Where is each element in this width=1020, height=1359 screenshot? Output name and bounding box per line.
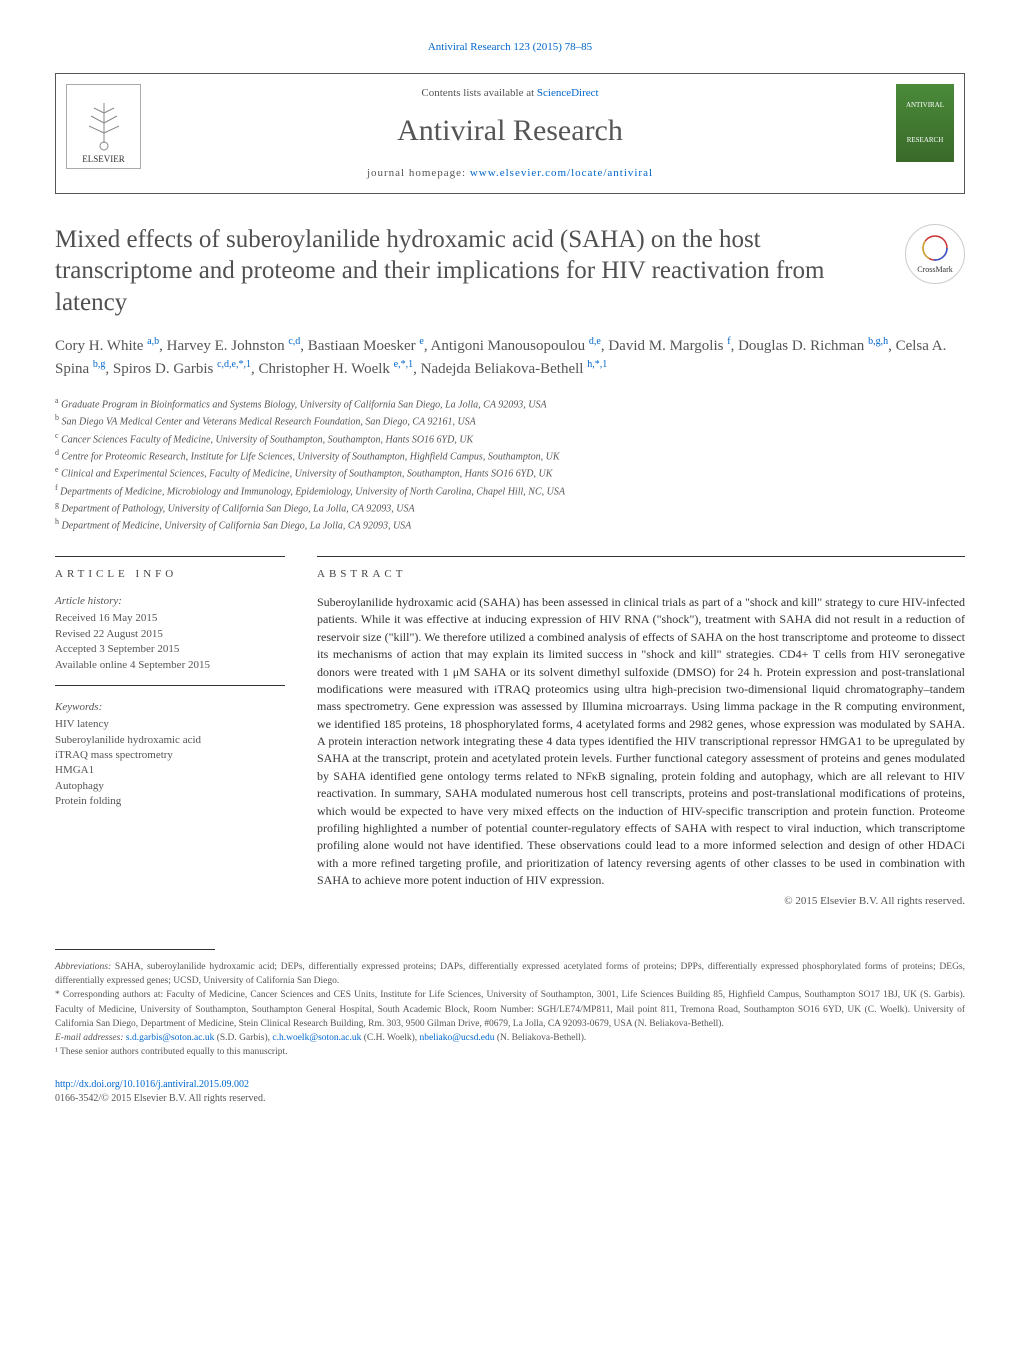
abstract-header: ABSTRACT (317, 556, 965, 582)
abstract-column: ABSTRACT Suberoylanilide hydroxamic acid… (317, 556, 965, 909)
keywords-lines: HIV latencySuberoylanilide hydroxamic ac… (55, 717, 285, 809)
senior-authors-footnote: ¹ These senior authors contributed equal… (55, 1045, 965, 1059)
email-name: (N. Beliakova-Bethell). (494, 1033, 586, 1043)
email-name: (S.D. Garbis), (214, 1033, 272, 1043)
affiliation-line: c Cancer Sciences Faculty of Medicine, U… (55, 430, 965, 447)
history-label: Article history: (55, 594, 285, 609)
affiliation-line: e Clinical and Experimental Sciences, Fa… (55, 464, 965, 481)
issn-line: 0166-3542/© 2015 Elsevier B.V. All right… (55, 1092, 965, 1106)
emails-container: s.d.garbis@soton.ac.uk (S.D. Garbis), c.… (126, 1033, 586, 1043)
history-line: Revised 22 August 2015 (55, 627, 285, 642)
keyword-line: iTRAQ mass spectrometry (55, 748, 285, 763)
cover-text-2: RESEARCH (907, 136, 944, 146)
crossmark-icon (921, 234, 949, 262)
keyword-line: Protein folding (55, 794, 285, 809)
article-title: Mixed effects of suberoylanilide hydroxa… (55, 224, 885, 318)
keywords-label: Keywords: (55, 700, 285, 715)
elsevier-logo: ELSEVIER (66, 84, 141, 169)
history-line: Received 16 May 2015 (55, 611, 285, 626)
email-link[interactable]: s.d.garbis@soton.ac.uk (126, 1033, 214, 1043)
email-link[interactable]: c.h.woelk@soton.ac.uk (272, 1033, 361, 1043)
article-info-header: ARTICLE INFO (55, 556, 285, 582)
affiliation-line: f Departments of Medicine, Microbiology … (55, 482, 965, 499)
journal-cover-thumbnail: ANTIVIRAL RESEARCH (896, 84, 954, 162)
title-row: Mixed effects of suberoylanilide hydroxa… (55, 224, 965, 318)
email-footnote: E-mail addresses: s.d.garbis@soton.ac.uk… (55, 1031, 965, 1045)
keyword-line: Autophagy (55, 779, 285, 794)
email-name: (C.H. Woelk), (361, 1033, 419, 1043)
corresponding-label: * Corresponding authors at: (55, 990, 163, 1000)
elsevier-tree-icon (79, 98, 129, 153)
homepage-prefix: journal homepage: (367, 167, 470, 179)
info-abstract-columns: ARTICLE INFO Article history: Received 1… (55, 556, 965, 909)
keyword-line: HMGA1 (55, 763, 285, 778)
bottom-identifiers: http://dx.doi.org/10.1016/j.antiviral.20… (55, 1078, 965, 1106)
journal-homepage-line: journal homepage: www.elsevier.com/locat… (56, 166, 964, 181)
crossmark-label: CrossMark (917, 264, 953, 275)
history-line: Available online 4 September 2015 (55, 658, 285, 673)
abstract-text: Suberoylanilide hydroxamic acid (SAHA) h… (317, 594, 965, 890)
affiliation-line: b San Diego VA Medical Center and Vetera… (55, 412, 965, 429)
journal-homepage-link[interactable]: www.elsevier.com/locate/antiviral (470, 167, 653, 179)
affiliation-line: g Department of Pathology, University of… (55, 499, 965, 516)
journal-masthead: ELSEVIER ANTIVIRAL RESEARCH Contents lis… (55, 73, 965, 194)
author-list: Cory H. White a,b, Harvey E. Johnston c,… (55, 334, 965, 381)
abbreviations-text: SAHA, suberoylanilide hydroxamic acid; D… (55, 962, 965, 986)
header-citation: Antiviral Research 123 (2015) 78–85 (55, 40, 965, 55)
crossmark-badge[interactable]: CrossMark (905, 224, 965, 284)
elsevier-label: ELSEVIER (82, 153, 125, 166)
email-link[interactable]: nbeliako@ucsd.edu (420, 1033, 495, 1043)
history-line: Accepted 3 September 2015 (55, 642, 285, 657)
corresponding-text: Faculty of Medicine, Cancer Sciences and… (55, 990, 965, 1029)
affiliation-line: a Graduate Program in Bioinformatics and… (55, 395, 965, 412)
journal-name: Antiviral Research (56, 110, 964, 152)
affiliation-line: d Centre for Proteomic Research, Institu… (55, 447, 965, 464)
keywords-block: Keywords: HIV latencySuberoylanilide hyd… (55, 700, 285, 810)
abbreviations-label: Abbreviations: (55, 962, 111, 972)
sciencedirect-link[interactable]: ScienceDirect (537, 87, 599, 99)
contents-available-line: Contents lists available at ScienceDirec… (56, 86, 964, 101)
footnote-divider (55, 949, 215, 950)
history-lines: Received 16 May 2015Revised 22 August 20… (55, 611, 285, 673)
footnotes-block: Abbreviations: SAHA, suberoylanilide hyd… (55, 960, 965, 1060)
abstract-copyright: © 2015 Elsevier B.V. All rights reserved… (317, 894, 965, 909)
email-label: E-mail addresses: (55, 1033, 126, 1043)
keyword-line: HIV latency (55, 717, 285, 732)
keyword-line: Suberoylanilide hydroxamic acid (55, 733, 285, 748)
article-info-column: ARTICLE INFO Article history: Received 1… (55, 556, 285, 909)
affiliation-line: h Department of Medicine, University of … (55, 516, 965, 533)
doi-link[interactable]: http://dx.doi.org/10.1016/j.antiviral.20… (55, 1079, 249, 1090)
affiliations-list: a Graduate Program in Bioinformatics and… (55, 395, 965, 534)
contents-prefix: Contents lists available at (421, 87, 536, 99)
cover-text-1: ANTIVIRAL (906, 101, 944, 111)
article-history-block: Article history: Received 16 May 2015Rev… (55, 594, 285, 686)
abbreviations-footnote: Abbreviations: SAHA, suberoylanilide hyd… (55, 960, 965, 989)
article-page: Antiviral Research 123 (2015) 78–85 ELSE… (0, 0, 1020, 1146)
corresponding-footnote: * Corresponding authors at: Faculty of M… (55, 988, 965, 1031)
